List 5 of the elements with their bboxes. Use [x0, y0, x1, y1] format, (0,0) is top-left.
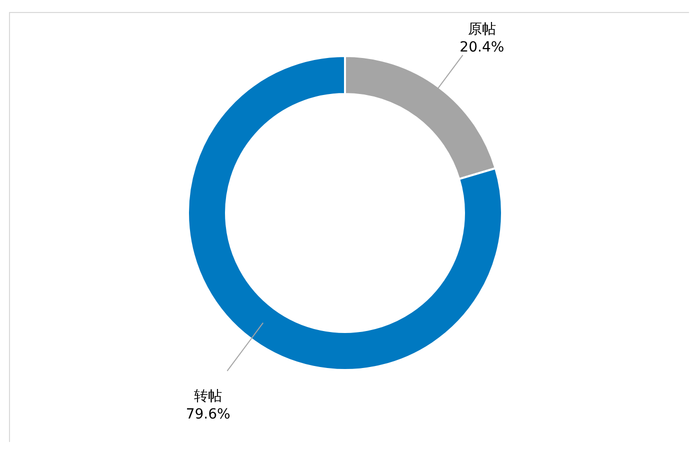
- donut-slice: [187, 55, 503, 371]
- slice-label: 原帖: [468, 21, 496, 38]
- data-label: 20.4%: [460, 39, 504, 56]
- data-label: 79.6%: [186, 406, 230, 423]
- slice-label: 转帖: [194, 388, 222, 405]
